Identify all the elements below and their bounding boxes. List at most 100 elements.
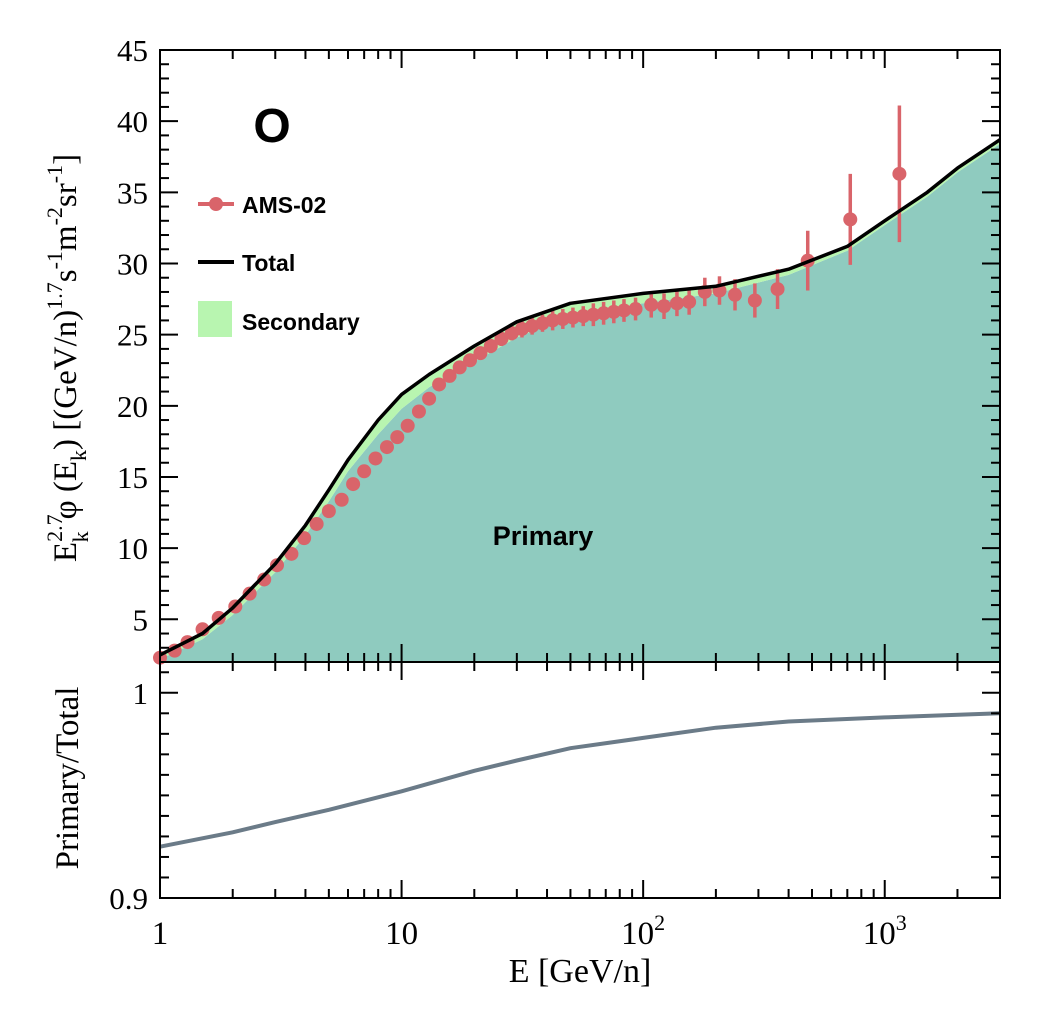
- ams02-marker: [728, 287, 743, 302]
- ams02-point: [452, 360, 467, 375]
- ams02-marker: [586, 307, 601, 322]
- ams02-point: [357, 464, 372, 479]
- top-y-axis-label: E2.7kφ (Ek) [(GeV/n)1.7s-1m-2sr-1]: [42, 154, 93, 562]
- x-tick-label: 103: [863, 910, 907, 952]
- ams02-marker: [473, 346, 488, 361]
- ams02-point: [892, 105, 907, 243]
- ams02-point: [473, 346, 488, 361]
- y-tick-label: 0.9: [109, 881, 148, 916]
- element-label: O: [253, 100, 290, 153]
- ams02-point: [565, 307, 580, 328]
- y-tick-label: 35: [117, 175, 148, 210]
- y-tick-label: 15: [117, 460, 148, 495]
- y-tick-label: 25: [117, 318, 148, 353]
- ams02-marker: [596, 306, 611, 321]
- y-tick-label: 10: [117, 531, 148, 566]
- ams02-marker: [494, 331, 509, 346]
- ams02-marker: [463, 353, 478, 368]
- ams02-marker: [390, 430, 405, 445]
- ams02-point: [728, 279, 743, 311]
- legend-total-label: Total: [242, 250, 295, 276]
- ams02-marker: [628, 302, 643, 317]
- x-tick-label: 102: [621, 910, 665, 952]
- legend-ams02-marker: [209, 197, 223, 211]
- ams02-marker: [442, 368, 457, 383]
- x-tick-labels: 1 10 102 103: [152, 910, 907, 952]
- primary-region-label: Primary: [493, 521, 594, 551]
- ams02-marker: [565, 310, 580, 325]
- ams02-point: [669, 290, 684, 317]
- ams02-marker: [269, 558, 284, 573]
- ams02-point: [379, 440, 394, 455]
- ams02-marker: [357, 464, 372, 479]
- ams02-point: [494, 331, 509, 347]
- bottom-ticks: [159, 662, 1001, 899]
- ams02-marker: [747, 293, 762, 308]
- ams02-point: [628, 297, 643, 321]
- legend-ams02: AMS-02: [198, 192, 326, 218]
- ams02-marker: [346, 477, 361, 492]
- ams02-point: [400, 418, 415, 433]
- ams02-point: [442, 368, 457, 383]
- bottom-ytick-labels: 0.91: [109, 676, 148, 916]
- ams02-marker: [334, 492, 349, 507]
- ams02-marker: [843, 212, 858, 227]
- top-panel: 5 10 15 20 25 30 35 40 45 O AMS-02 Total Seconda…: [42, 33, 1001, 665]
- legend-secondary: Secondary: [198, 301, 360, 337]
- ams02-marker: [257, 572, 272, 587]
- ams02-marker: [483, 339, 498, 354]
- legend: AMS-02 Total Secondary: [198, 192, 360, 337]
- ams02-marker: [432, 377, 447, 392]
- ams02-point: [309, 516, 324, 531]
- ams02-point: [334, 492, 349, 507]
- ams02-marker: [297, 531, 312, 546]
- x-tick-label: 1: [152, 916, 169, 952]
- ams02-marker: [309, 516, 324, 531]
- ams02-marker: [616, 303, 631, 318]
- legend-total: Total: [198, 250, 295, 276]
- ams02-point: [616, 299, 631, 322]
- ams02-marker: [770, 282, 785, 297]
- ams02-marker: [400, 418, 415, 433]
- ams02-marker: [422, 391, 437, 406]
- ams02-point: [432, 377, 447, 392]
- bottom-plot-frame: [159, 661, 1001, 899]
- top-ytick-labels: 5 10 15 20 25 30 35 40 45: [117, 33, 148, 637]
- primary-area: [160, 143, 1000, 662]
- top-ticks: [159, 49, 1001, 663]
- y-tick-label: 1: [133, 676, 149, 711]
- ams02-point: [682, 289, 697, 315]
- ams02-point: [297, 531, 312, 546]
- bottom-y-axis-label: Primary/Total: [50, 687, 86, 870]
- ams02-point: [586, 303, 601, 327]
- ams02-point: [747, 283, 762, 318]
- ams02-point: [644, 291, 659, 318]
- ams02-point: [257, 572, 272, 587]
- ams02-point: [269, 558, 284, 573]
- bottom-panel: 0.91 1 10 102 103 Primary/Total E [GeV/n]: [50, 661, 1001, 990]
- ams02-marker: [379, 440, 394, 455]
- ams02-point: [422, 391, 437, 406]
- x-tick-label: 10: [385, 916, 418, 952]
- ams02-point: [463, 353, 478, 368]
- ams02-marker: [682, 294, 697, 309]
- ams02-marker: [242, 586, 257, 601]
- ams02-point: [346, 477, 361, 492]
- ams02-marker: [657, 299, 672, 314]
- y-tick-label: 20: [117, 389, 148, 424]
- ams02-point: [411, 404, 426, 419]
- legend-secondary-swatch: [198, 301, 232, 337]
- ams02-point: [242, 586, 257, 601]
- ams02-point: [770, 269, 785, 310]
- ratio-line: [159, 711, 1001, 849]
- ams02-marker: [452, 360, 467, 375]
- ams02-point: [843, 173, 858, 265]
- ams02-point: [368, 451, 383, 466]
- ams02-marker: [644, 297, 659, 312]
- ams02-point: [390, 430, 405, 445]
- ams02-point: [657, 293, 672, 319]
- legend-ams02-label: AMS-02: [242, 192, 326, 218]
- y-tick-label: 45: [117, 33, 148, 68]
- total-line: [159, 138, 1001, 657]
